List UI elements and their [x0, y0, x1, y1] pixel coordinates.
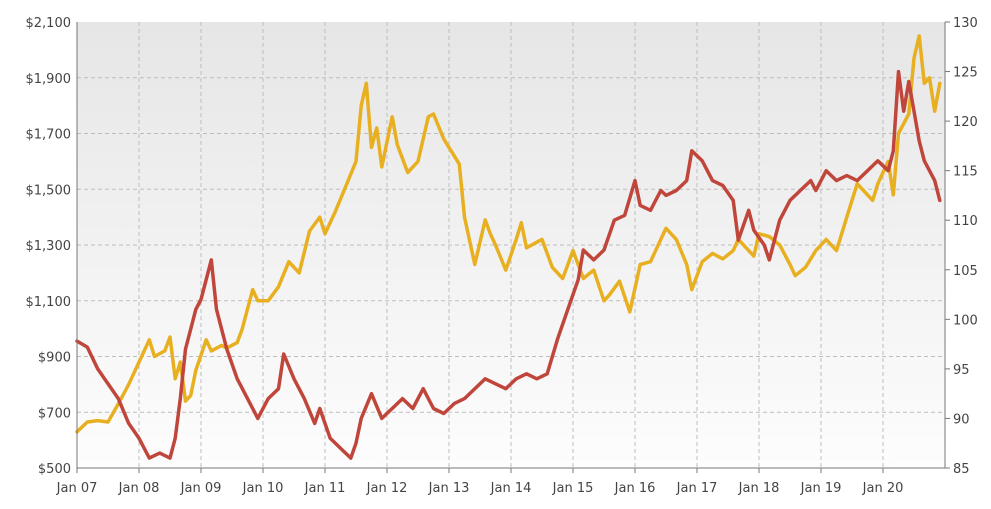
y-right-tick-label: 120 [953, 115, 978, 130]
x-tick-label: Jan 19 [800, 481, 842, 496]
y-left-tick-label: $2,100 [26, 16, 72, 31]
grid-lines [77, 22, 945, 468]
x-tick-label: Jan 10 [242, 481, 284, 496]
x-tick-label: Jan 12 [366, 481, 408, 496]
x-tick-label: Jan 08 [118, 481, 160, 496]
y-right-tick-label: 95 [953, 363, 970, 378]
y-right-tick-label: 125 [953, 66, 978, 81]
y-left-tick-label: $700 [38, 406, 71, 421]
y-right-tick-label: 110 [953, 214, 978, 229]
x-tick-label: Jan 15 [552, 481, 594, 496]
x-tick-label: Jan 09 [180, 481, 222, 496]
y-right-tick-label: 90 [953, 412, 970, 427]
y-left-tick-label: $900 [38, 351, 71, 366]
x-tick-label: Jan 13 [428, 481, 470, 496]
y-left-tick-label: $1,300 [26, 239, 72, 254]
series-line-right-axis [75, 69, 942, 460]
y-right-tick-label: 115 [953, 165, 978, 180]
x-tick-label: Jan 07 [56, 481, 98, 496]
y-left-tick-label: $500 [38, 462, 71, 477]
x-tick-label: Jan 11 [304, 481, 346, 496]
axis-labels: $2,100 $1,900 $1,700 $1,500 $1,300 $1,100 $900… [26, 16, 978, 496]
y-left-tick-label: $1,900 [26, 72, 72, 87]
x-tick-label: Jan 17 [676, 481, 718, 496]
series-layer [75, 34, 942, 460]
y-left-tick-label: $1,700 [26, 128, 72, 143]
series-line-left-axis [75, 34, 942, 434]
y-right-tick-label: 100 [953, 313, 978, 328]
y-right-tick-label: 105 [953, 264, 978, 279]
x-tick-label: Jan 20 [862, 481, 904, 496]
y-right-tick-label: 85 [953, 462, 970, 477]
y-left-tick-label: $1,500 [26, 183, 72, 198]
y-left-tick-label: $1,100 [26, 295, 72, 310]
x-tick-label: Jan 18 [738, 481, 780, 496]
x-tick-label: Jan 14 [490, 481, 532, 496]
x-tick-label: Jan 16 [614, 481, 656, 496]
y-right-tick-label: 130 [953, 16, 978, 31]
